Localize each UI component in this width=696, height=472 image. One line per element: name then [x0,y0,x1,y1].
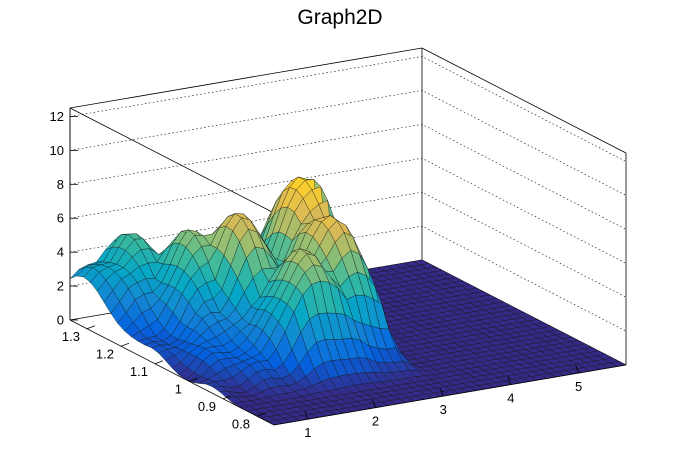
y-tick-3 [154,360,164,365]
x-tick-4 [575,364,579,374]
z-gridline-4 [69,124,627,230]
z-gridline-3 [69,157,627,264]
x-tick-3 [507,376,512,385]
x-tick-0 [304,411,309,420]
z-tick-label-1: 2 [57,279,64,294]
z-axis: 0 2 4 6 8 10 12 [50,109,78,328]
z-tick-label-5: 10 [50,143,64,158]
frame-front-bottom [273,364,627,426]
y-tick-1 [222,395,232,400]
y-tick-label-5: 1.3 [62,329,80,344]
y-axis: 0.8 0.9 1 1.1 1.2 1.3 [62,325,266,431]
surface-plot [69,176,627,426]
x-tick-label-0: 1 [304,425,311,440]
x-tick-label-4: 5 [575,379,582,394]
y-tick-4 [120,342,130,347]
x-tick-2 [439,388,444,397]
z-gridline-6 [69,56,627,162]
x-axis: 1 2 3 4 5 [304,364,582,440]
chart-title: Graph2D [297,6,382,29]
x-tick-label-3: 4 [507,391,514,406]
z-tick-label-2: 4 [57,245,64,260]
z-gridline-1 [69,225,627,332]
y-tick-label-1: 0.9 [198,399,216,414]
y-tick-5 [86,325,96,330]
y-tick-2 [188,377,198,382]
x-tick-label-1: 2 [372,414,379,429]
z-tick-label-6: 12 [50,109,64,124]
y-tick-0 [256,412,266,417]
y-tick-label-0: 0.8 [232,416,250,431]
z-tick-label-4: 8 [57,177,64,192]
frame-top-back-left [69,47,423,109]
z-tick-label-3: 6 [57,211,64,226]
x-tick-label-2: 3 [440,402,447,417]
frame-left-bottom [69,319,275,426]
frame-top-left-edge [69,107,275,214]
x-tick-1 [372,399,376,408]
axes-front-frame [69,108,627,426]
z-tick-label-0: 0 [57,313,64,328]
z-gridline-2 [69,191,627,298]
z-gridline-5 [69,90,627,196]
y-tick-label-4: 1.2 [96,346,114,361]
z-gridlines [69,56,627,332]
frame-top-back-right [421,47,627,154]
y-tick-label-3: 1.1 [130,364,148,379]
y-tick-label-2: 1 [175,381,182,396]
